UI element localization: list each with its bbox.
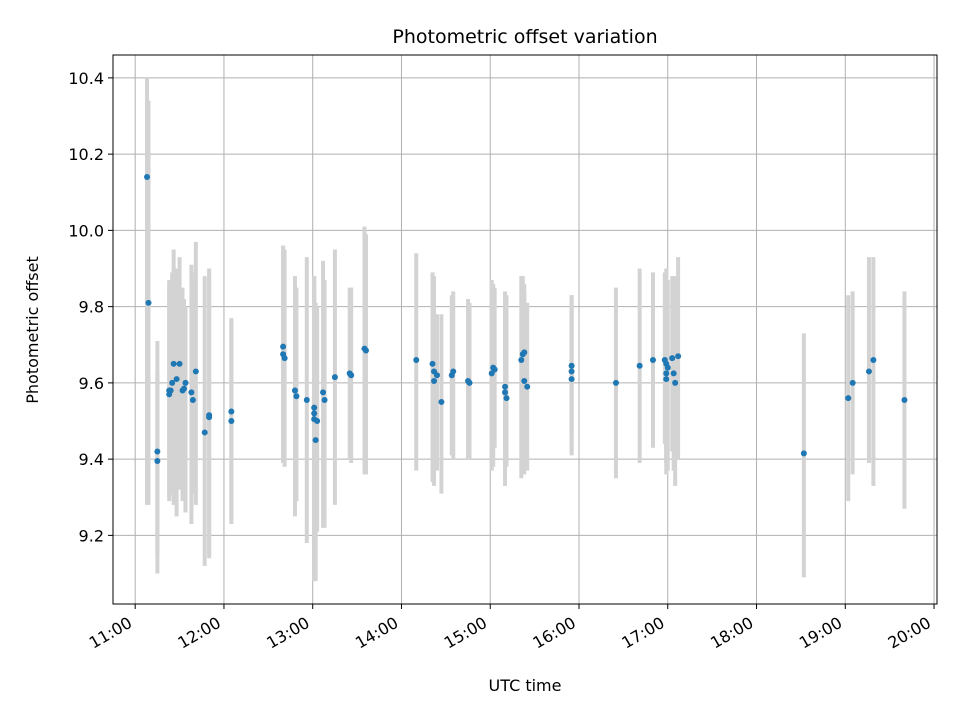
x-axis-label: UTC time [489,676,562,695]
data-point [311,404,318,411]
data-point [413,357,420,363]
data-point [568,376,575,383]
y-tick-label: 9.2 [79,526,104,545]
data-point [663,370,670,377]
data-point [568,362,575,369]
y-tick-label: 9.6 [79,374,104,393]
data-point [311,410,318,417]
data-point [145,299,152,306]
data-points [144,174,908,465]
data-point [173,376,180,383]
data-point [669,355,676,362]
data-point [348,372,355,379]
y-tick-label: 9.4 [79,450,104,469]
data-point [865,368,872,375]
data-point [144,174,151,180]
data-point [167,387,174,394]
data-point [845,395,852,402]
data-point [192,368,199,375]
data-point [503,395,510,402]
data-point [228,408,235,415]
data-point [201,429,208,436]
y-tick-label: 10.2 [68,145,104,164]
data-point [466,379,473,386]
data-point [281,355,288,362]
data-point [612,379,619,386]
data-point [649,357,656,363]
data-point [672,379,679,386]
data-point [321,397,328,404]
data-point [314,418,321,424]
data-point [524,383,531,390]
data-point [670,370,677,377]
data-point [502,383,509,390]
data-point [675,353,682,360]
data-point [182,379,189,386]
data-point [433,372,440,379]
y-tick-label: 9.8 [79,298,104,317]
data-point [521,349,528,356]
data-point [206,414,213,421]
data-point [362,347,369,354]
data-point [901,397,908,404]
data-point [438,398,445,405]
data-point [228,418,235,424]
data-point [431,377,438,384]
data-point [169,379,176,386]
data-point [521,377,528,384]
data-point [303,397,310,404]
data-point [636,362,643,369]
data-point [664,364,671,371]
chart-title: Photometric offset variation [392,26,657,48]
data-point [331,374,338,381]
data-point [312,437,319,444]
data-point [491,366,498,373]
data-point [170,360,177,367]
data-point [450,368,457,375]
data-point [502,389,509,396]
y-tick-label: 10.4 [68,69,104,88]
y-tick-label: 10.0 [68,221,104,240]
data-point [154,448,161,455]
y-axis-label: Photometric offset [23,256,42,404]
data-point [189,397,196,404]
data-point [870,357,877,363]
data-point [293,393,300,400]
data-point [291,387,298,394]
data-point [663,376,670,383]
data-point [176,360,183,367]
data-point [188,389,195,396]
data-point [849,379,856,386]
data-point [568,368,575,375]
data-point [429,360,436,367]
data-point [518,357,525,363]
y-axis-ticks: 9.2 9.4 9.6 9.8 10.0 10.2 10.4 [68,69,113,545]
data-point [154,458,161,465]
data-point [800,450,807,457]
data-point [280,343,287,350]
data-point [181,385,188,392]
data-point [320,389,327,396]
plot-frame [112,54,938,605]
